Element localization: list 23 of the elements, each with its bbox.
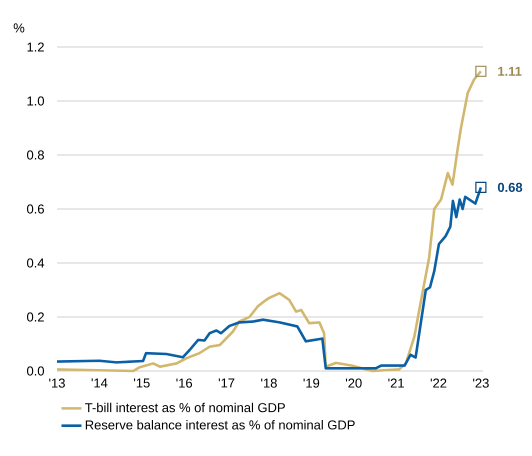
x-tick-label: '13 xyxy=(49,378,65,388)
data-label: 1.11 xyxy=(498,66,522,76)
x-tick-label: '20 xyxy=(346,378,362,388)
x-tick-label: '22 xyxy=(430,378,446,388)
y-tick-label: 0.4 xyxy=(27,258,44,268)
y-tick-label: 1.2 xyxy=(27,42,44,52)
legend-label: T-bill interest as % of nominal GDP xyxy=(85,402,285,412)
x-tick-label: '17 xyxy=(218,378,234,388)
x-tick-label: '16 xyxy=(176,378,192,388)
x-tick-label: '14 xyxy=(92,378,108,388)
y-axis-title: % xyxy=(14,23,24,32)
x-tick-label: '18 xyxy=(261,378,277,388)
x-tick-label: '23 xyxy=(473,378,489,388)
data-label: 0.68 xyxy=(498,182,522,192)
y-tick-label: 0.8 xyxy=(27,150,44,160)
legend-label: Reserve balance interest as % of nominal GDP xyxy=(86,420,355,430)
y-tick-label: 0.6 xyxy=(27,204,44,214)
y-tick-label: 0.2 xyxy=(27,312,44,322)
x-tick-label: '15 xyxy=(134,378,150,388)
y-tick-label: 1.0 xyxy=(27,96,44,106)
y-tick-label: 0.0 xyxy=(27,366,44,376)
x-tick-label: '19 xyxy=(304,378,320,388)
x-tick-label: '21 xyxy=(388,378,404,388)
